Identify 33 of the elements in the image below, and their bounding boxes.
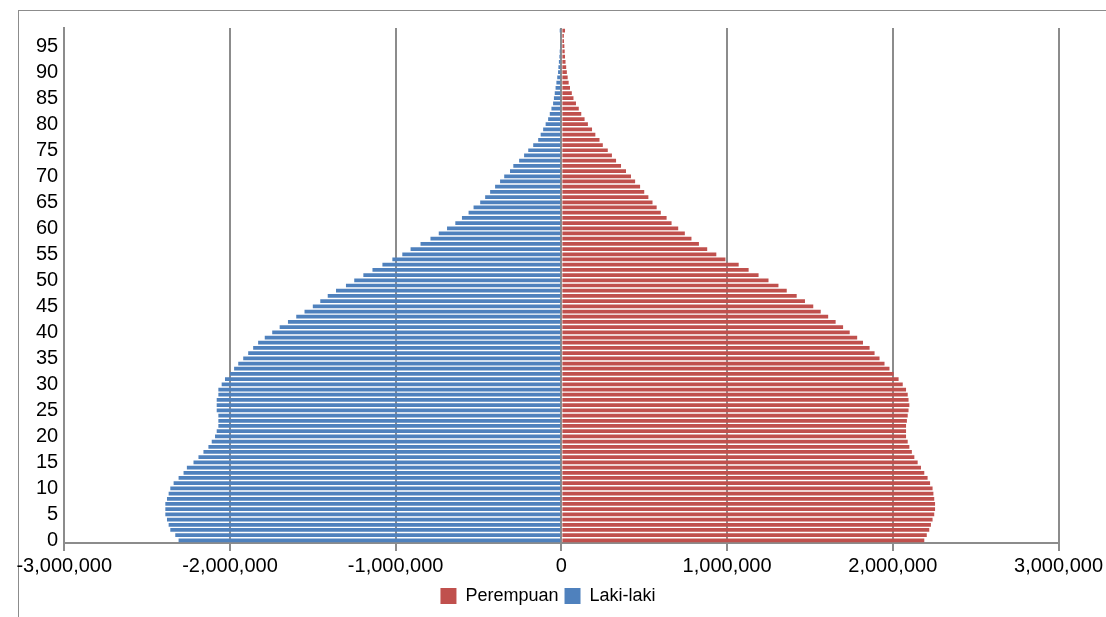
- y-tick-label: 15: [36, 449, 59, 472]
- x-tick-label: -3,000,000: [16, 553, 113, 576]
- y-tick-label: 0: [47, 527, 59, 550]
- y-tick-label: 85: [36, 85, 59, 108]
- y-tick-label: 75: [36, 137, 59, 160]
- y-tick-label: 80: [36, 111, 59, 134]
- y-tick-label: 40: [36, 319, 59, 342]
- legend-label: Perempuan: [465, 584, 559, 605]
- y-tick-label: 55: [36, 241, 59, 264]
- x-tick-label: -2,000,000: [182, 553, 278, 576]
- y-tick-label: 50: [36, 267, 59, 290]
- x-tick-label: 3,000,000: [1014, 553, 1103, 576]
- bar: [562, 49, 565, 54]
- y-tick-label: 70: [36, 163, 59, 186]
- y-tick-label: 10: [36, 475, 59, 498]
- legend-label: Laki-laki: [589, 584, 656, 605]
- bar: [562, 28, 566, 33]
- x-tick-label: -1,000,000: [347, 553, 444, 576]
- y-tick-label: 95: [36, 33, 59, 56]
- bar: [562, 54, 566, 59]
- y-tick-label: 5: [47, 501, 59, 524]
- x-tick-label: 1,000,000: [682, 553, 772, 576]
- y-tick-label: 35: [36, 345, 59, 368]
- y-tick-label: 25: [36, 397, 59, 420]
- y-tick-label: 20: [36, 423, 59, 446]
- bar: [562, 75, 568, 80]
- y-tick-label: 90: [36, 59, 59, 82]
- y-tick-label: 45: [36, 293, 59, 316]
- x-tick-label: 0: [555, 553, 567, 576]
- y-tick-label: 65: [36, 189, 59, 212]
- y-tick-label: 30: [36, 371, 59, 394]
- x-tick-label: 2,000,000: [848, 553, 938, 576]
- y-tick-label: 60: [36, 215, 59, 238]
